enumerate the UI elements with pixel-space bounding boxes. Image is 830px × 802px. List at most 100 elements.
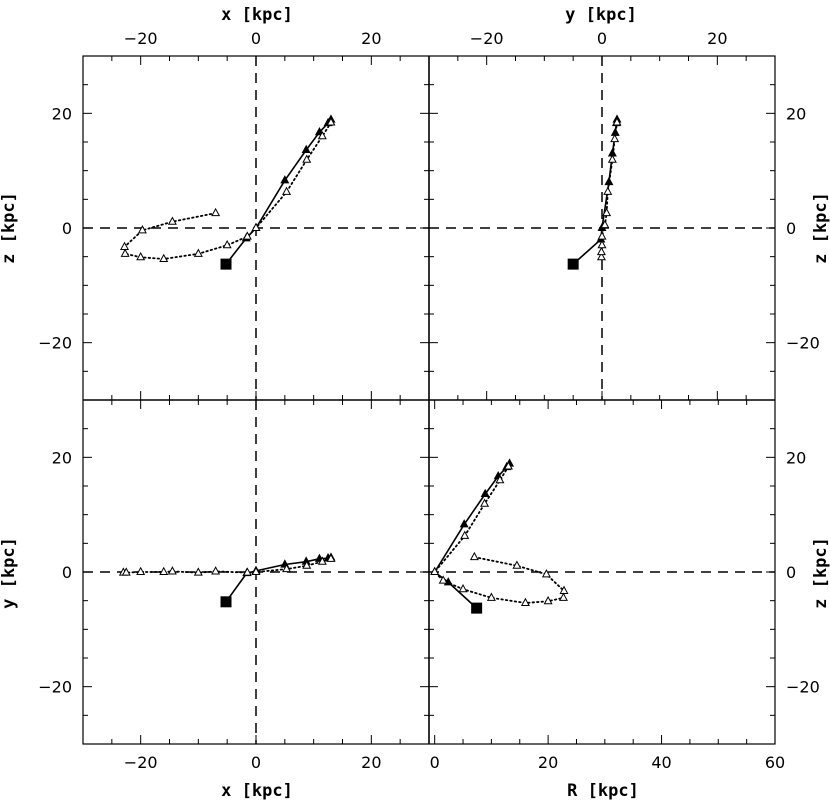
x-tick-label: 60 xyxy=(765,753,785,772)
open-triangle-marker xyxy=(137,225,147,234)
y-tick-label: 20 xyxy=(52,104,72,123)
open-triangle-marker xyxy=(317,556,327,565)
panel-top-right: −20 0 20 −20 0 20 xyxy=(428,29,820,401)
endpoint-square-marker xyxy=(567,258,579,270)
open-triangle-marker xyxy=(612,117,622,126)
panel-bottom-right: 0 20 40 60 −20 0 20 xyxy=(429,399,820,772)
open-triangle-marker xyxy=(495,475,505,484)
open-triangle-marker xyxy=(120,248,130,257)
bottom-right-y-axis-label: z [kpc] xyxy=(811,537,830,609)
x-tick-label: 0 xyxy=(597,29,607,48)
open-triangle-marker xyxy=(603,186,613,195)
open-triangle-marker xyxy=(430,566,440,576)
open-triangle-marker xyxy=(520,597,530,606)
filled-triangle-marker xyxy=(480,488,490,498)
open-triangle-marker xyxy=(302,154,312,163)
open-triangle-marker xyxy=(438,575,448,584)
open-triangle-marker xyxy=(136,566,146,576)
open-triangle-marker xyxy=(326,117,336,126)
x-tick-label: 20 xyxy=(361,29,381,48)
endpoint-square-marker xyxy=(220,258,232,270)
open-triangle-marker xyxy=(460,530,470,539)
open-triangle-marker xyxy=(486,592,496,601)
open-triangle-marker xyxy=(602,207,612,217)
orbit-dotted-line xyxy=(122,557,332,574)
open-triangle-marker xyxy=(211,566,221,575)
orbit-dotted-line xyxy=(433,465,565,604)
open-triangle-marker xyxy=(167,216,177,225)
y-tick-label: 0 xyxy=(62,219,72,238)
open-triangle-marker xyxy=(251,566,261,576)
open-triangle-marker xyxy=(541,569,551,578)
y-tick-label: 0 xyxy=(786,563,796,582)
top-right-x-axis-label: y [kpc] xyxy=(565,5,637,25)
top-left-x-axis-label: x [kpc] xyxy=(221,5,293,25)
y-tick-label: 20 xyxy=(786,104,806,123)
y-tick-label: −20 xyxy=(786,678,820,697)
y-tick-label: 20 xyxy=(786,448,806,467)
y-tick-label: −20 xyxy=(38,678,72,697)
open-triangle-marker xyxy=(282,563,292,573)
open-triangle-marker xyxy=(211,207,221,217)
orbit-dotted-line xyxy=(123,121,332,260)
panel-bottom-left: −20 0 20 −20 0 20 xyxy=(38,399,430,772)
open-triangle-marker xyxy=(167,566,177,575)
x-tick-label: 20 xyxy=(361,753,381,772)
open-triangle-marker xyxy=(558,592,568,601)
open-triangle-marker xyxy=(597,231,607,240)
open-triangle-marker xyxy=(222,239,232,249)
open-triangle-marker xyxy=(242,567,252,576)
open-triangle-marker xyxy=(317,131,327,140)
open-triangle-marker xyxy=(120,241,130,250)
y-tick-label: −20 xyxy=(38,334,72,353)
open-triangle-marker xyxy=(251,222,261,232)
orbit-solid-line xyxy=(433,463,511,609)
y-tick-label: −20 xyxy=(786,334,820,353)
open-triangle-marker xyxy=(193,248,203,257)
endpoint-square-marker xyxy=(220,596,232,608)
x-tick-label: 0 xyxy=(251,753,261,772)
filled-triangle-marker xyxy=(301,144,311,154)
open-triangle-marker xyxy=(242,231,252,240)
x-tick-label: −20 xyxy=(470,29,504,48)
open-triangle-marker xyxy=(469,551,479,561)
open-triangle-marker xyxy=(480,498,490,507)
x-tick-label: −20 xyxy=(124,29,158,48)
open-triangle-marker xyxy=(121,567,131,576)
open-triangle-marker xyxy=(136,251,146,261)
open-triangle-marker xyxy=(193,567,203,576)
filled-triangle-marker xyxy=(280,175,290,184)
open-triangle-marker xyxy=(559,585,569,594)
panel-top-left: −20 0 20 −20 0 20 xyxy=(38,29,430,401)
x-tick-label: 20 xyxy=(707,29,727,48)
bottom-left-y-axis-label: y [kpc] xyxy=(0,537,19,609)
open-triangle-marker xyxy=(543,595,553,605)
y-tick-label: 0 xyxy=(62,563,72,582)
open-triangle-marker xyxy=(326,553,336,562)
filled-triangle-marker xyxy=(459,519,469,528)
open-triangle-marker xyxy=(302,560,312,569)
open-triangle-marker xyxy=(282,186,292,195)
y-tick-label: 20 xyxy=(52,448,72,467)
top-right-y-axis-label: z [kpc] xyxy=(811,192,830,264)
x-tick-label: 40 xyxy=(651,753,671,772)
orbit-solid-line xyxy=(225,556,332,603)
open-triangle-marker xyxy=(600,219,610,229)
bottom-left-x-axis-label: x [kpc] xyxy=(221,781,293,801)
open-triangle-marker xyxy=(512,560,522,569)
open-triangle-marker xyxy=(597,239,607,249)
open-triangle-marker xyxy=(159,566,169,576)
y-tick-label: 0 xyxy=(786,219,796,238)
x-tick-label: −20 xyxy=(124,753,158,772)
open-triangle-marker xyxy=(596,251,606,261)
open-triangle-marker xyxy=(159,253,169,262)
endpoint-square-marker xyxy=(471,602,483,614)
x-tick-label: 0 xyxy=(430,753,440,772)
open-triangle-marker xyxy=(458,583,468,593)
top-left-y-axis-label: z [kpc] xyxy=(0,192,19,264)
x-tick-label: 0 xyxy=(251,29,261,48)
bottom-right-x-axis-label: R [kpc] xyxy=(567,781,639,801)
x-tick-label: 20 xyxy=(538,753,558,772)
orbit-solid-line xyxy=(225,119,332,265)
